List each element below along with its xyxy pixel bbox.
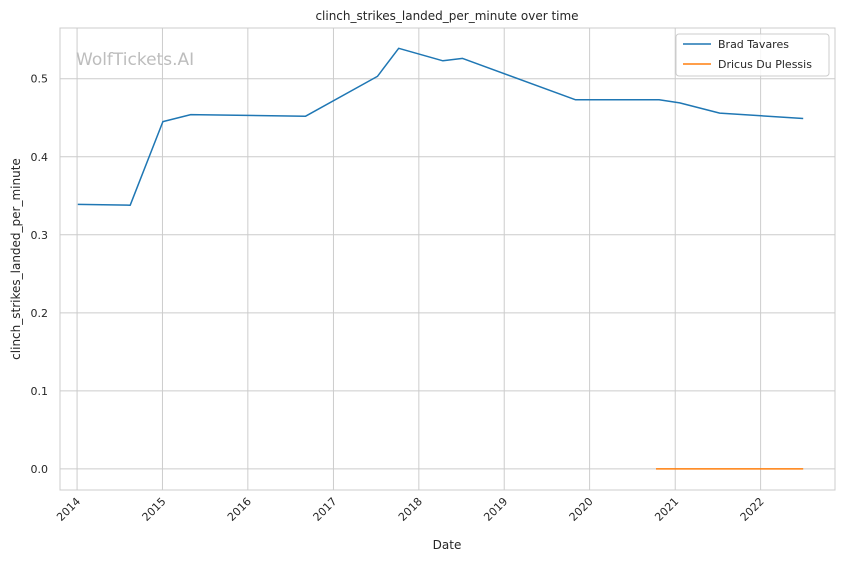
x-axis-ticks: 2014 2015 2016 2017 2018 2019 2020 2021 2022 xyxy=(54,495,767,524)
x-axis-label: Date xyxy=(433,538,462,552)
chart-title: clinch_strikes_landed_per_minute over ti… xyxy=(315,9,578,23)
legend: Brad Tavares Dricus Du Plessis xyxy=(675,33,830,77)
legend-box xyxy=(675,33,830,77)
y-axis-ticks: 0.0 0.1 0.2 0.3 0.4 0.5 xyxy=(31,73,49,476)
x-tick-label: 2017 xyxy=(311,495,340,524)
y-tick-label: 0.0 xyxy=(31,463,49,476)
x-tick-label: 2021 xyxy=(652,495,681,524)
plot-area xyxy=(59,27,836,491)
x-tick-label: 2020 xyxy=(567,495,596,524)
x-tick-label: 2022 xyxy=(738,495,767,524)
watermark: WolfTickets.AI xyxy=(76,50,194,70)
x-tick-label: 2015 xyxy=(140,495,169,524)
y-tick-label: 0.5 xyxy=(31,73,49,86)
x-tick-label: 2016 xyxy=(225,495,254,524)
y-tick-label: 0.1 xyxy=(31,385,49,398)
x-tick-label: 2018 xyxy=(396,495,425,524)
grid xyxy=(60,28,835,490)
series-lines xyxy=(77,47,804,470)
legend-label-brad-tavares: Brad Tavares xyxy=(718,38,789,51)
y-tick-label: 0.4 xyxy=(31,151,49,164)
x-tick-label: 2014 xyxy=(54,495,83,524)
x-tick-label: 2019 xyxy=(481,495,510,524)
y-axis-label: clinch_strikes_landed_per_minute xyxy=(9,158,23,360)
y-tick-label: 0.3 xyxy=(31,229,49,242)
legend-label-dricus-du-plessis: Dricus Du Plessis xyxy=(718,58,812,71)
y-tick-label: 0.2 xyxy=(31,307,49,320)
series-line-brad-tavares xyxy=(77,47,804,206)
